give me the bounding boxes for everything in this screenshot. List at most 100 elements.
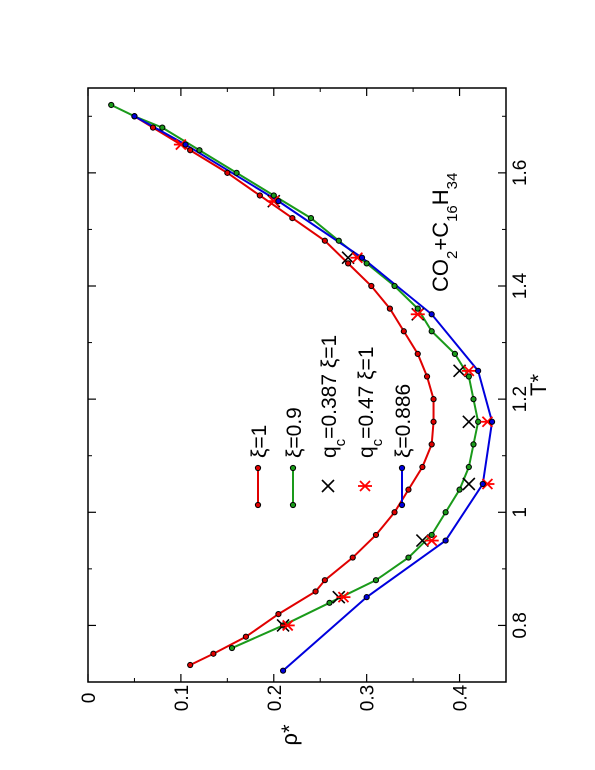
label-text: +C <box>428 222 453 251</box>
data-point <box>363 594 370 601</box>
data-point <box>336 591 351 603</box>
data-point <box>321 577 328 584</box>
legend-item: qc=0.387 ξ=1 <box>318 335 349 493</box>
data-point <box>289 215 296 222</box>
data-point <box>475 367 482 374</box>
data-point <box>465 463 472 471</box>
subscript-text: c <box>369 438 386 446</box>
subscript-text: 34 <box>444 173 461 190</box>
data-point <box>424 534 439 547</box>
label-text: ξ=0.9 <box>283 407 306 458</box>
data-point <box>410 308 425 320</box>
x-tick-label: 1.2 <box>510 386 531 412</box>
x-stroke <box>462 477 476 491</box>
subscript-text: 16 <box>444 205 461 222</box>
legend-label: ξ=0.886 <box>392 384 415 458</box>
data-point <box>275 198 282 205</box>
x-stroke <box>452 364 467 378</box>
legend-marker <box>398 501 406 509</box>
y-tick-label: 0.3 <box>358 685 379 711</box>
x-stroke <box>415 534 429 548</box>
x-tick-label: 0.8 <box>510 612 531 638</box>
label-text: CO <box>428 259 453 292</box>
data-point <box>461 365 476 377</box>
y-axis-label: ρ* <box>277 724 302 746</box>
data-point <box>335 237 342 244</box>
x-stroke <box>462 415 476 429</box>
label-text: =0.47 ξ=1 <box>355 346 378 438</box>
data-point <box>210 650 217 657</box>
legend-marker <box>321 479 335 493</box>
asterisk-stroke <box>426 534 438 547</box>
data-point <box>256 192 263 199</box>
data-point <box>428 441 435 448</box>
data-point <box>386 305 393 312</box>
data-point <box>159 124 166 131</box>
data-point <box>391 509 398 516</box>
data-point <box>344 260 352 267</box>
data-point <box>341 251 355 265</box>
legend-marker <box>289 501 297 509</box>
data-point <box>428 531 435 539</box>
y-tick-label: 0.2 <box>265 685 286 711</box>
data-point <box>414 350 421 357</box>
x-tick-label: 1.4 <box>510 272 531 299</box>
legend-label: ξ=1 <box>248 425 271 458</box>
label-text: ξ=1 <box>248 425 271 458</box>
data-point <box>442 537 449 544</box>
data-point <box>242 633 250 640</box>
label-text: q <box>355 446 378 458</box>
legend-item: ξ=0.9 <box>283 407 306 509</box>
legend-item: qc=0.47 ξ=1 <box>355 346 386 492</box>
data-point <box>372 577 380 584</box>
data-point <box>363 260 370 267</box>
data-point <box>233 169 240 176</box>
legend-item: ξ=0.886 <box>392 384 415 509</box>
data-point <box>196 147 203 154</box>
data-point <box>430 418 437 425</box>
x-tick-label: 1 <box>510 507 531 518</box>
data-point <box>456 486 463 493</box>
data-point <box>149 124 157 131</box>
x-stroke <box>321 479 335 493</box>
axis-ticks: 0.8 1 1.2 1.4 1.6 0 0.1 0.2 0.3 0.4 <box>79 88 531 711</box>
data-point <box>187 661 194 669</box>
data-point <box>428 328 435 335</box>
data-point <box>465 373 472 380</box>
data-point <box>280 619 295 632</box>
data-point <box>372 531 380 539</box>
data-point <box>279 667 287 674</box>
data-point <box>368 282 375 290</box>
plot-frame <box>87 87 507 683</box>
data-point <box>462 415 476 429</box>
data-point <box>358 254 366 261</box>
data-point <box>400 328 407 335</box>
asterisk-stroke <box>359 480 371 492</box>
y-tick-label: 0 <box>79 693 100 704</box>
data-point <box>182 141 189 148</box>
data-point <box>423 373 431 380</box>
legend-label: qc=0.47 ξ=1 <box>355 346 386 458</box>
data-point <box>405 486 412 493</box>
data-point <box>224 169 231 176</box>
asterisk-stroke <box>351 252 364 264</box>
legend-marker <box>398 464 406 472</box>
data-point <box>187 147 194 154</box>
label-text: ξ=0.886 <box>392 384 415 458</box>
label-text: q <box>318 446 341 458</box>
x-axis-label: T* <box>526 374 551 396</box>
legend: ξ=1 ξ=0.9 qc=0.387 ξ=1qc=0.47 ξ=1 ξ=0.886 <box>248 335 415 509</box>
series-line-1 <box>110 104 480 649</box>
data-point <box>275 611 282 618</box>
data-point <box>488 418 496 425</box>
data-point <box>270 192 277 199</box>
data-point <box>462 477 476 491</box>
data-point <box>428 311 435 318</box>
legend-marker <box>254 501 262 509</box>
y-tick-label: 0.1 <box>172 685 193 711</box>
data-point <box>131 113 138 120</box>
data-point <box>405 554 412 561</box>
asterisk-stroke <box>268 195 280 207</box>
data-point <box>414 305 421 312</box>
